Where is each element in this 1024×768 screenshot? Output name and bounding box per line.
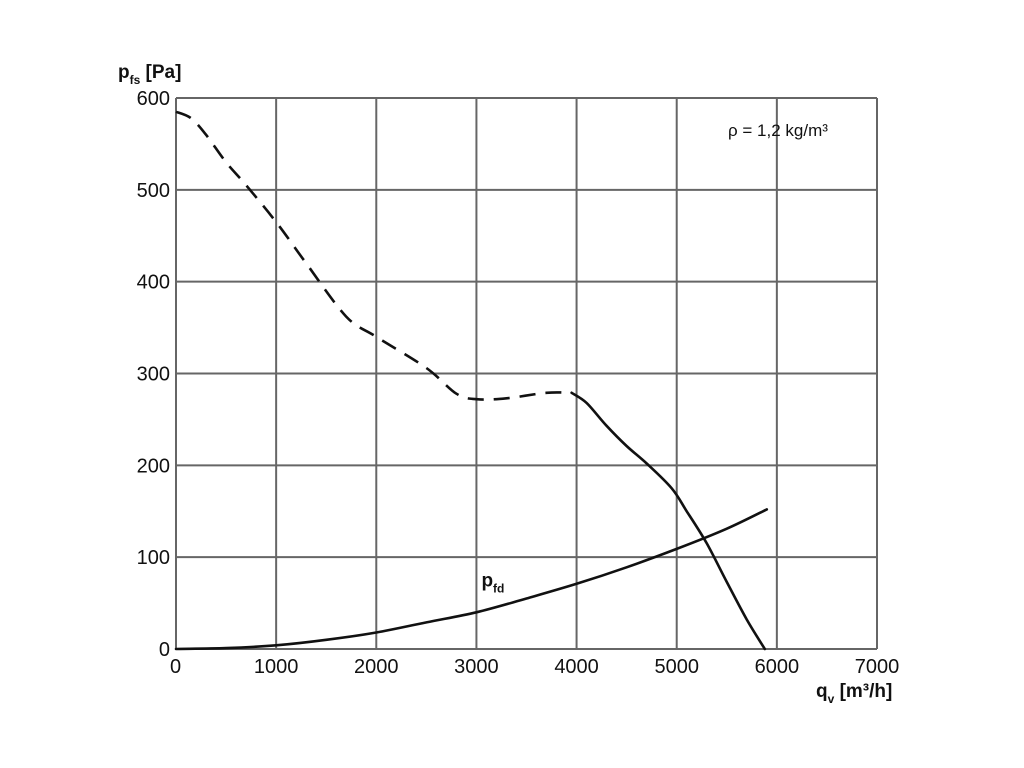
y-tick-label: 300 <box>137 364 170 386</box>
density-annotation: ρ = 1,2 kg/m³ <box>728 121 828 140</box>
y-tick-label: 600 <box>137 88 170 110</box>
series-line-0 <box>175 110 572 401</box>
x-tick-label: 6000 <box>755 656 800 678</box>
series-layer: pfd <box>174 110 769 651</box>
x-tick-label: 4000 <box>554 656 599 678</box>
y-tick-label: 400 <box>137 272 170 294</box>
series-line-1 <box>570 391 767 651</box>
x-tick-label: 1000 <box>254 656 299 678</box>
x-axis-title: qv [m³/h] <box>816 681 892 706</box>
y-tick-label: 200 <box>137 455 170 477</box>
y-tick-label: 500 <box>137 180 170 202</box>
grid <box>175 97 878 650</box>
x-tick-label: 0 <box>170 656 181 678</box>
series-label-pfd: pfd <box>481 571 504 596</box>
y-axis-title: pfs [Pa] <box>118 62 181 87</box>
x-tick-label: 2000 <box>354 656 399 678</box>
tick-labels: 0 1000 2000 3000 4000 5000 6000 7000 0 100 200 300 4… <box>137 88 900 678</box>
y-tick-label: 100 <box>137 547 170 569</box>
y-tick-label: 0 <box>159 639 170 661</box>
series-line-2 <box>174 508 769 651</box>
x-tick-label: 5000 <box>654 656 699 678</box>
x-tick-label: 7000 <box>855 656 900 678</box>
x-tick-label: 3000 <box>454 656 499 678</box>
